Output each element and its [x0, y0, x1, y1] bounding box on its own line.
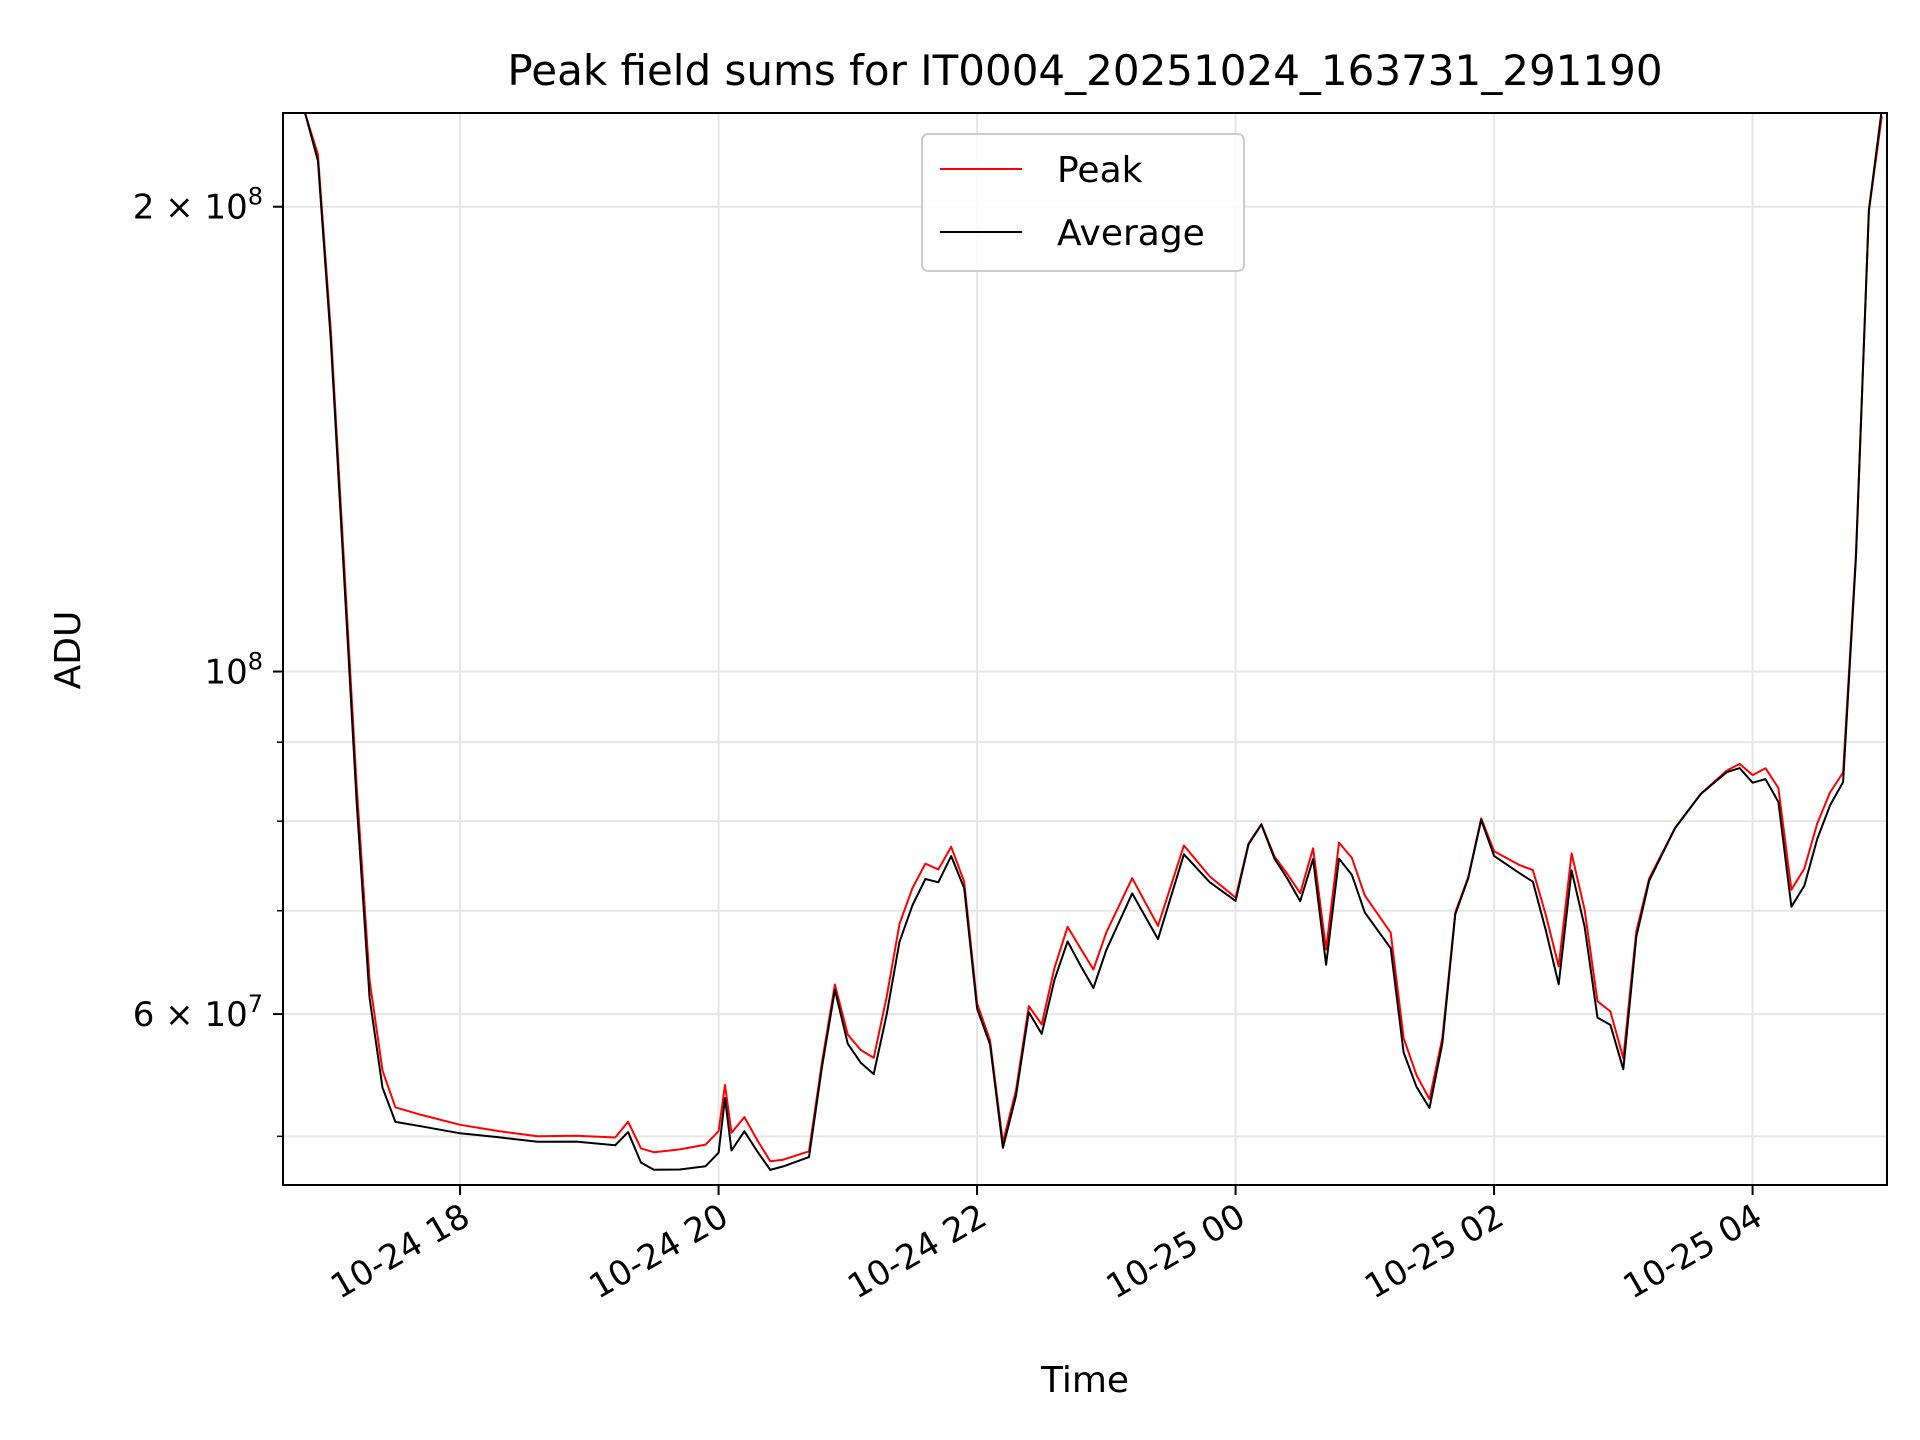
legend-label-average: Average — [1057, 213, 1205, 254]
legend-label-peak: Peak — [1057, 150, 1143, 191]
series-line-average — [304, 113, 1883, 1171]
y-tick-label: 6 × 107 — [133, 990, 263, 1035]
plot-frame — [282, 112, 1888, 1186]
y-tick-label: 2 × 108 — [133, 183, 263, 228]
x-axis-label: Time — [1040, 1360, 1129, 1401]
y-axis-label: ADU — [48, 611, 89, 690]
grid-lines — [283, 113, 1887, 1185]
series-layer — [304, 113, 1883, 1171]
chart-title: Peak field sums for IT0004_20251024_1637… — [507, 46, 1662, 95]
legend: Peak Average — [921, 133, 1245, 272]
